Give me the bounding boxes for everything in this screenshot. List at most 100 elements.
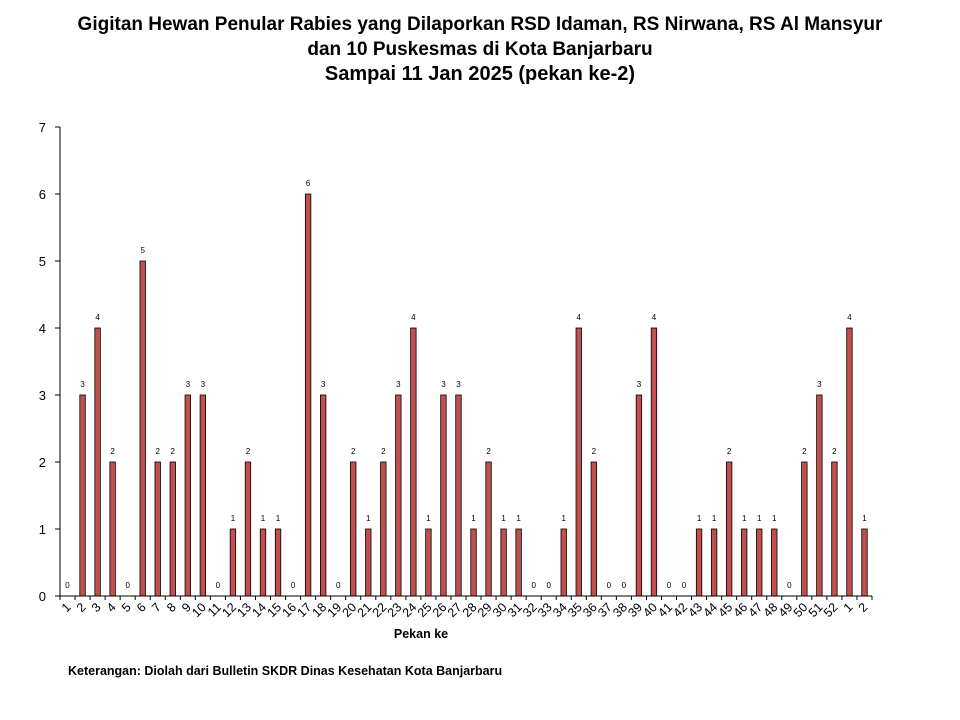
data-label: 0 xyxy=(546,581,551,590)
bar xyxy=(455,394,462,597)
data-label: 2 xyxy=(486,447,491,456)
data-label: 1 xyxy=(516,514,521,523)
data-label: 3 xyxy=(441,380,446,389)
bar xyxy=(575,327,582,597)
data-label: 2 xyxy=(802,447,807,456)
bar xyxy=(801,461,808,597)
bar xyxy=(365,528,372,597)
data-label: 4 xyxy=(95,313,100,322)
bar xyxy=(319,394,327,597)
title-line-3: Sampai 11 Jan 2025 (pekan ke-2) xyxy=(324,63,636,85)
source-note: Keterangan: Diolah dari Bulletin SKDR Di… xyxy=(68,664,503,678)
data-label: 1 xyxy=(276,514,281,523)
y-tick-label: 7 xyxy=(39,120,46,135)
y-tick-label: 1 xyxy=(39,522,46,537)
data-label: 0 xyxy=(667,581,672,590)
x-tick-label: 2 xyxy=(856,600,871,615)
data-label: 3 xyxy=(637,380,642,389)
bar xyxy=(560,528,567,597)
x-axis-label: Pekan ke xyxy=(394,627,448,641)
bar xyxy=(244,461,252,597)
x-tick-label: 1 xyxy=(59,600,74,615)
y-tick-label: 6 xyxy=(39,187,46,202)
x-tick-label: 7 xyxy=(149,600,164,615)
bar xyxy=(425,528,432,597)
bar xyxy=(169,461,176,597)
data-label: 3 xyxy=(321,380,326,389)
data-label: 3 xyxy=(201,380,206,389)
x-axis: 1 2 3 4 5 6 7 8 91011121314151617181920212223242… xyxy=(59,595,873,620)
x-tick-label: 1 xyxy=(841,600,856,615)
data-label: 1 xyxy=(697,514,702,523)
data-label: 1 xyxy=(261,514,266,523)
y-tick-label: 4 xyxy=(39,321,46,336)
bar xyxy=(395,394,402,597)
bar xyxy=(846,327,853,597)
data-label: 0 xyxy=(682,581,687,590)
title-line-2: dan 10 Puskesmas di Kota Banjarbaru xyxy=(307,39,653,60)
bar xyxy=(515,528,522,597)
x-tick-label: 8 xyxy=(164,600,179,615)
bar xyxy=(590,461,597,597)
bar xyxy=(184,394,191,597)
data-label: 2 xyxy=(246,447,251,456)
data-label: 0 xyxy=(65,581,70,590)
bar xyxy=(741,528,748,597)
bar xyxy=(695,528,703,597)
data-label: 1 xyxy=(757,514,762,523)
data-label: 2 xyxy=(381,447,386,456)
data-label: 0 xyxy=(607,581,612,590)
y-tick-label: 0 xyxy=(39,589,46,604)
bar xyxy=(725,461,733,597)
data-label: 1 xyxy=(862,514,867,523)
bar xyxy=(500,528,507,597)
x-tick-label: 52 xyxy=(821,600,841,620)
bar xyxy=(470,528,477,597)
data-label: 1 xyxy=(712,514,717,523)
data-label: 3 xyxy=(186,380,191,389)
data-label: 4 xyxy=(411,313,416,322)
data-label: 0 xyxy=(291,581,296,590)
bar xyxy=(109,461,116,597)
data-label: 2 xyxy=(351,447,356,456)
data-label: 0 xyxy=(125,581,130,590)
data-label: 2 xyxy=(592,447,597,456)
bar xyxy=(380,461,387,597)
data-label: 2 xyxy=(110,447,115,456)
data-label: 3 xyxy=(396,380,401,389)
data-label: 1 xyxy=(742,514,747,523)
data-label: 5 xyxy=(140,246,145,255)
bar xyxy=(710,528,718,597)
data-label: 1 xyxy=(562,514,567,523)
bar xyxy=(259,528,267,597)
x-tick-label: 5 xyxy=(119,600,134,615)
y-axis: 0 1 2 3 4 5 6 7 xyxy=(39,120,61,604)
data-label: 1 xyxy=(366,514,371,523)
data-label: 0 xyxy=(216,581,221,590)
data-label: 3 xyxy=(80,380,85,389)
bar xyxy=(79,394,86,597)
bar xyxy=(485,461,492,597)
data-label: 1 xyxy=(772,514,777,523)
data-label: 2 xyxy=(832,447,837,456)
data-label: 2 xyxy=(156,447,161,456)
data-label: 1 xyxy=(426,514,431,523)
y-tick-label: 2 xyxy=(39,455,46,470)
chart-title: Gigitan Hewan Penular Rabies yang Dilapo… xyxy=(0,12,960,87)
y-tick-label: 5 xyxy=(39,254,46,269)
data-label: 6 xyxy=(306,179,311,188)
bar xyxy=(199,394,207,597)
bars: 0 3 4 2 0 5 2 2 3 3 0 1 2 1 1 0 6 3 0 2 1 2 3 4 1 3 3 1 2 1 1 0 0 1 4 2 0 0 3 4… xyxy=(65,179,868,597)
bar xyxy=(771,528,778,597)
bar xyxy=(816,394,823,597)
data-label: 1 xyxy=(501,514,506,523)
bar xyxy=(154,461,161,597)
bar xyxy=(94,327,101,597)
bar xyxy=(635,394,643,597)
data-label: 3 xyxy=(456,380,461,389)
bar xyxy=(756,528,763,597)
data-label: 0 xyxy=(787,581,792,590)
x-tick-label: 2 xyxy=(74,600,89,615)
bar xyxy=(831,461,838,597)
bar xyxy=(304,193,312,597)
